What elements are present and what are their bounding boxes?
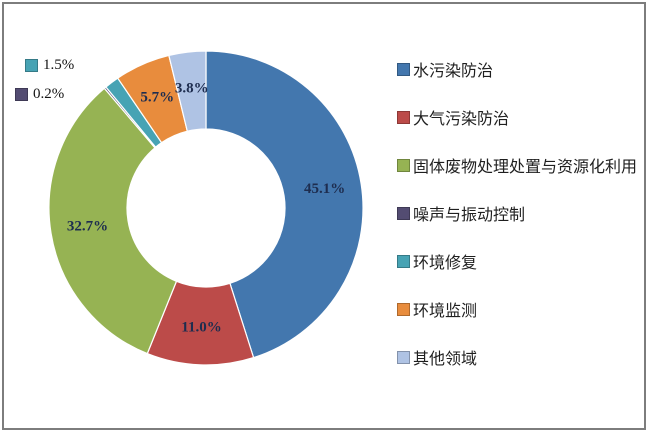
callout-label-remediation: 1.5%	[25, 57, 74, 74]
callout-label-noise: 0.2%	[15, 86, 64, 103]
segment-data-label: 5.7%	[140, 90, 174, 106]
legend-key-swatch	[397, 158, 410, 172]
donut-segment-0	[205, 50, 364, 359]
segment-data-label: 45.1%	[304, 181, 345, 197]
legend-item-remediation: 环境修复	[397, 237, 645, 285]
legend-item-noise: 噪声与振动控制	[397, 189, 645, 237]
legend-item-label: 噪声与振动控制	[413, 207, 526, 224]
callout-text: 0.2%	[33, 86, 65, 102]
legend-key-swatch	[397, 206, 410, 220]
legend-key-swatch	[15, 88, 28, 101]
legend-item-solid-waste: 固体废物处理处置与资源化利用	[397, 141, 645, 189]
legend-item-label: 其他领域	[413, 351, 478, 368]
legend-key-swatch	[397, 302, 410, 316]
legend-key-swatch	[397, 62, 410, 76]
legend-item-water: 水污染防治	[397, 45, 645, 93]
legend-item-label: 环境修复	[413, 255, 478, 272]
segment-data-label: 32.7%	[67, 219, 108, 235]
donut-segment-2	[48, 87, 178, 355]
segment-data-label: 3.8%	[175, 80, 209, 96]
legend-key-swatch	[397, 254, 410, 268]
donut-segment-6	[168, 50, 207, 132]
segment-data-label: 11.0%	[181, 319, 221, 335]
legend-item-monitoring: 环境监测	[397, 285, 645, 333]
legend-item-label: 固体废物处理处置与资源化利用	[413, 159, 638, 176]
legend-item-label: 水污染防治	[413, 63, 494, 80]
legend-key-swatch	[397, 350, 410, 364]
legend-key-swatch	[25, 59, 38, 72]
legend-item-label: 大气污染防治	[413, 111, 510, 128]
chart-legend: 水污染防治 大气污染防治 固体废物处理处置与资源化利用 噪声与振动控制 环境修复…	[397, 45, 645, 381]
legend-item-air: 大气污染防治	[397, 93, 645, 141]
legend-item-other: 其他领域	[397, 333, 645, 381]
legend-key-swatch	[397, 110, 410, 124]
legend-item-label: 环境监测	[413, 303, 478, 320]
callout-text: 1.5%	[43, 57, 75, 73]
